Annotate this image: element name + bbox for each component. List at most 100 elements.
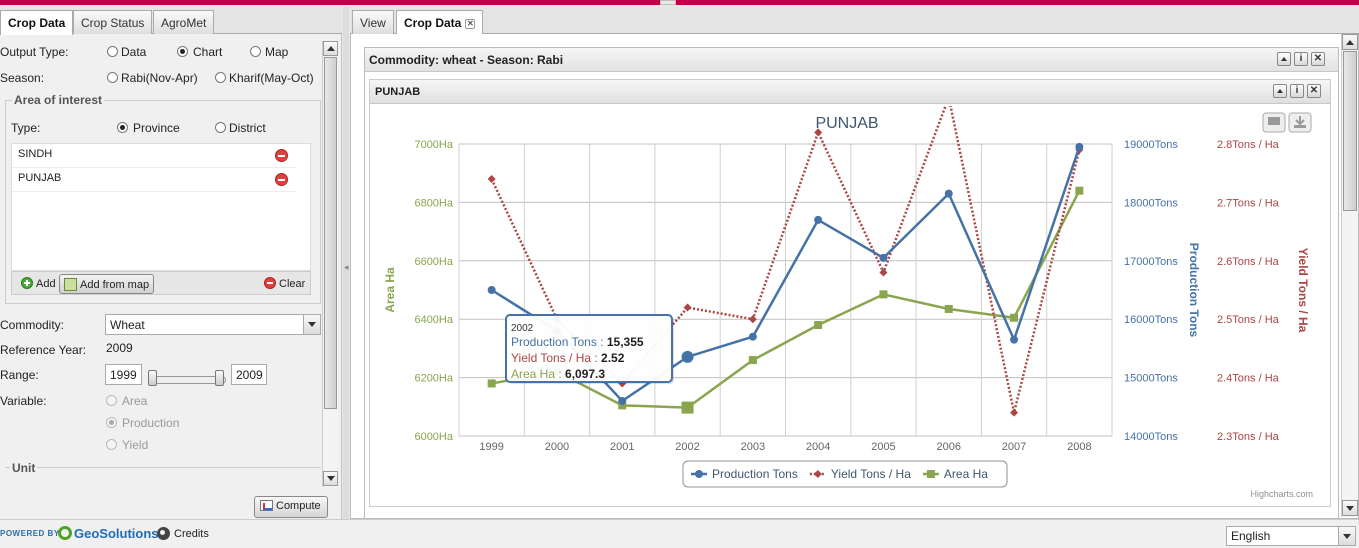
language-select[interactable]: English (1226, 526, 1356, 546)
commodity-portlet: Commodity: wheat - Season: Rabi i ✕ PUNJ… (364, 47, 1339, 519)
scroll-up-button[interactable] (323, 41, 338, 56)
x-tick-label: 2005 (871, 441, 895, 453)
aoi-district-radio[interactable] (215, 122, 226, 133)
tooltip-box (505, 314, 673, 383)
chart-credits[interactable]: Highcharts.com (1250, 489, 1313, 499)
range-slider-max-handle[interactable] (215, 370, 224, 386)
export-button[interactable] (1288, 112, 1312, 133)
compute-button[interactable]: Compute (254, 496, 328, 518)
legend-item[interactable]: Production Tons (691, 467, 798, 481)
output-data-radio[interactable] (107, 46, 118, 57)
unit-label: Unit (10, 461, 38, 475)
tab-crop-data[interactable]: Crop Data (0, 10, 74, 35)
list-item[interactable]: SINDH (12, 144, 296, 168)
add-button[interactable]: Add (17, 274, 60, 294)
variable-area-radio[interactable] (106, 395, 117, 406)
top-accent-bar (0, 0, 1359, 5)
variable-yield-radio[interactable] (106, 439, 117, 450)
production-axis-tick: 18000Tons (1124, 197, 1178, 209)
tab-agromet[interactable]: AgroMet (153, 10, 215, 34)
tab-crop-data-result[interactable]: Crop Data ✕ (396, 10, 484, 35)
scroll-down-button[interactable] (323, 471, 338, 486)
tab-label: Crop Data (8, 16, 66, 30)
season-rabi-radio[interactable] (107, 72, 118, 83)
add-from-map-button[interactable]: Add from map (59, 274, 155, 294)
credits-link[interactable]: Credits (174, 528, 209, 540)
collapse-icon[interactable] (1277, 52, 1291, 66)
variable-production-label: Production (122, 416, 180, 430)
close-icon[interactable]: ✕ (465, 19, 476, 29)
splitter-grip-icon[interactable]: ◂ (344, 262, 349, 272)
portlet-title: Commodity: wheat - Season: Rabi (369, 53, 564, 67)
legend-label: Area Ha (944, 467, 988, 481)
output-map-radio[interactable] (250, 46, 261, 57)
clear-icon (264, 277, 276, 289)
aoi-item-label: PUNJAB (18, 172, 62, 184)
list-item[interactable]: PUNJAB (12, 168, 296, 192)
right-tab-bar: View Crop Data ✕ (350, 7, 1359, 35)
panel-splitter[interactable]: ◂ (343, 7, 349, 519)
x-tick-label: 2000 (545, 441, 569, 453)
geosolutions-brand[interactable]: GeoSolutions (74, 526, 159, 541)
tab-crop-status[interactable]: Crop Status (73, 10, 153, 34)
tab-view[interactable]: View (352, 10, 394, 34)
yield-axis-title: Yield Tons / Ha (1296, 248, 1310, 333)
season-kharif-radio[interactable] (215, 72, 226, 83)
chart-legend: Production Tons Yield Tons / Ha Area Ha (682, 460, 1008, 488)
range-to-input[interactable]: 2009 (231, 364, 267, 385)
map-icon (64, 278, 77, 291)
x-tick-label: 2007 (1002, 441, 1026, 453)
chevron-down-icon[interactable] (1338, 527, 1355, 545)
close-icon[interactable]: ✕ (1311, 52, 1325, 66)
punjab-chart: PUNJAB 1999 2000 2001 2002 2003 2004 2005 2006 2… (383, 106, 1313, 499)
tab-label: Crop Data (404, 16, 462, 30)
range-slider-min-handle[interactable] (148, 370, 157, 386)
output-chart-radio[interactable] (177, 46, 188, 57)
chart-axes: 1999 2000 2001 2002 2003 2004 2005 2006 2007 2008… (383, 139, 1310, 453)
yield-point (1010, 408, 1019, 417)
tooltip-line: Production Tons : 15,355 (511, 335, 644, 349)
info-icon[interactable]: i (1290, 84, 1304, 98)
legend-item[interactable]: Area Ha (922, 467, 988, 481)
yield-point (748, 315, 757, 324)
credits-icon[interactable] (157, 527, 170, 540)
x-tick-label: 1999 (479, 441, 503, 453)
variable-production-radio[interactable] (106, 417, 117, 428)
scroll-thumb[interactable] (324, 57, 337, 409)
collapse-icon[interactable] (1273, 84, 1287, 98)
chevron-down-icon[interactable] (303, 315, 320, 334)
left-scrollbar[interactable] (322, 41, 338, 487)
area-point (487, 379, 496, 388)
legend-item[interactable]: Yield Tons / Ha (809, 467, 911, 481)
season-label: Season: (0, 71, 45, 85)
range-from-input[interactable]: 1999 (105, 364, 142, 385)
area-point (748, 356, 757, 365)
production-point (1075, 142, 1084, 151)
scroll-up-button[interactable] (1342, 34, 1358, 50)
production-axis-tick: 19000Tons (1124, 139, 1178, 151)
yield-axis-tick: 2.5Tons / Ha (1217, 314, 1280, 326)
scroll-down-button[interactable] (1342, 500, 1358, 516)
production-axis-tick: 16000Tons (1124, 314, 1178, 326)
scroll-thumb[interactable] (1343, 51, 1357, 211)
chart-icon (260, 500, 273, 511)
tooltip-line: Area Ha : 6,097.3 (511, 367, 605, 381)
production-axis-tick: 17000Tons (1124, 256, 1178, 268)
remove-icon[interactable] (275, 173, 288, 186)
top-collapse-handle[interactable] (660, 0, 676, 5)
info-icon[interactable]: i (1294, 52, 1308, 66)
legend-box (682, 460, 1008, 488)
remove-icon[interactable] (275, 149, 288, 162)
area-point (944, 304, 953, 313)
clear-button[interactable]: Clear (260, 274, 309, 294)
aoi-district-label: District (229, 121, 266, 135)
commodity-select[interactable]: Wheat (105, 314, 321, 335)
aoi-province-radio[interactable] (117, 122, 128, 133)
production-point (944, 189, 953, 198)
x-tick-label: 2008 (1067, 441, 1091, 453)
close-icon[interactable]: ✕ (1307, 84, 1321, 98)
right-scrollbar[interactable] (1341, 34, 1358, 517)
variable-area-label: Area (122, 394, 148, 408)
print-button[interactable] (1262, 112, 1286, 133)
